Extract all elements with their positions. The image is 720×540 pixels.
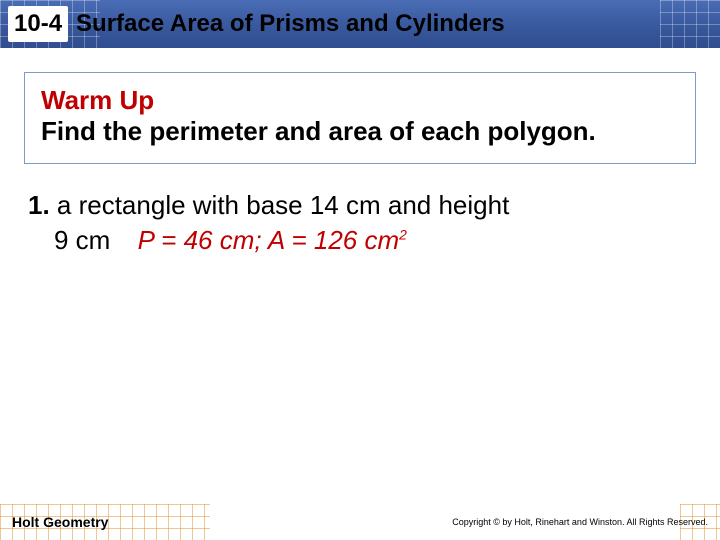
problem-text-line2: 9 cm xyxy=(54,225,110,255)
problem-number: 1. xyxy=(28,190,50,220)
problem-text-line1: a rectangle with base 14 cm and height xyxy=(50,190,510,220)
footer: Holt Geometry Copyright © by Holt, Rineh… xyxy=(0,504,720,540)
warm-up-subtitle: Find the perimeter and area of each poly… xyxy=(41,116,679,147)
answer-exponent: 2 xyxy=(399,227,407,243)
book-title: Holt Geometry xyxy=(12,514,108,530)
warm-up-title: Warm Up xyxy=(41,85,679,116)
problem-1: 1. a rectangle with base 14 cm and heigh… xyxy=(28,188,692,258)
header-bar: 10-4 Surface Area of Prisms and Cylinder… xyxy=(0,0,720,48)
warm-up-box: Warm Up Find the perimeter and area of e… xyxy=(24,72,696,164)
section-number: 10-4 xyxy=(8,6,68,42)
copyright-text: Copyright © by Holt, Rinehart and Winsto… xyxy=(452,517,708,527)
problem-answer: P = 46 cm; A = 126 cm2 xyxy=(138,225,407,255)
header-title: Surface Area of Prisms and Cylinders xyxy=(76,10,505,38)
answer-text: P = 46 cm; A = 126 cm xyxy=(138,225,400,255)
header-grid-right xyxy=(660,0,720,48)
